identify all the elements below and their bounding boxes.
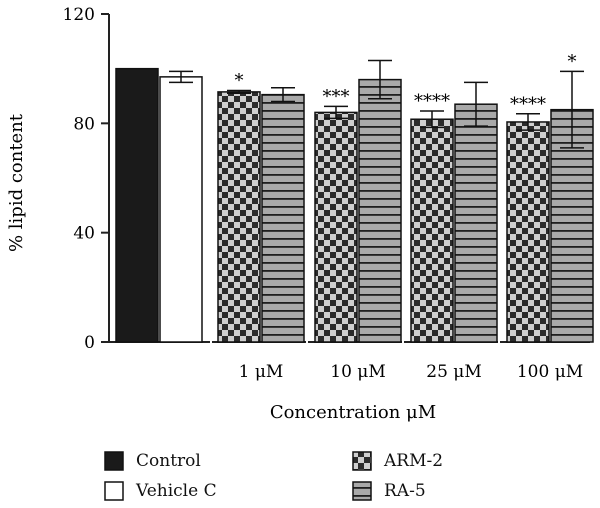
y-axis-title: % lipid content <box>6 113 27 252</box>
y-tick-label: 120 <box>63 5 95 25</box>
x-tick-label: 1 μM <box>239 362 284 382</box>
legend-swatch-arm-2 <box>352 451 372 471</box>
bar-ra-5-25-m <box>454 103 498 343</box>
bar-arm-2-10-m <box>314 111 358 343</box>
x-tick-label: 25 μM <box>426 362 482 382</box>
legend-swatch-vehicle-c <box>104 481 124 501</box>
bar-control <box>115 67 159 343</box>
legend-label-arm-2: ARM-2 <box>384 451 444 471</box>
bar-arm-2-100-m <box>506 121 550 343</box>
legend-item-vehicle-c: Vehicle C <box>104 481 217 501</box>
legend-label-vehicle-c: Vehicle C <box>136 481 217 501</box>
x-tick-label: 100 μM <box>517 362 583 382</box>
legend-swatch-control <box>104 451 124 471</box>
bar-vehicle-c <box>159 76 203 343</box>
legend-item-arm-2: ARM-2 <box>352 451 443 471</box>
legend-label-control: Control <box>136 451 201 471</box>
y-tick-label: 0 <box>84 333 95 353</box>
legend-label-ra-5: RA-5 <box>384 481 426 501</box>
significance-label: * <box>568 51 577 72</box>
y-tick-label: 40 <box>73 224 95 244</box>
bar-ra-5-10-m <box>358 78 402 343</box>
significance-label: *** <box>323 86 350 107</box>
x-tick-label: 10 μM <box>330 362 386 382</box>
y-tick-label: 80 <box>73 114 95 134</box>
legend-swatch-ra-5 <box>352 481 372 501</box>
significance-label: **** <box>510 94 546 115</box>
legend-item-control: Control <box>104 451 201 471</box>
bar-arm-2-1-m <box>217 91 261 343</box>
legend-item-ra-5: RA-5 <box>352 481 426 501</box>
significance-label: * <box>235 71 244 92</box>
bar-ra-5-1-m <box>261 93 305 343</box>
significance-label: **** <box>414 91 450 112</box>
bar-arm-2-25-m <box>410 118 454 343</box>
x-axis-title: Concentration μM <box>270 402 436 423</box>
